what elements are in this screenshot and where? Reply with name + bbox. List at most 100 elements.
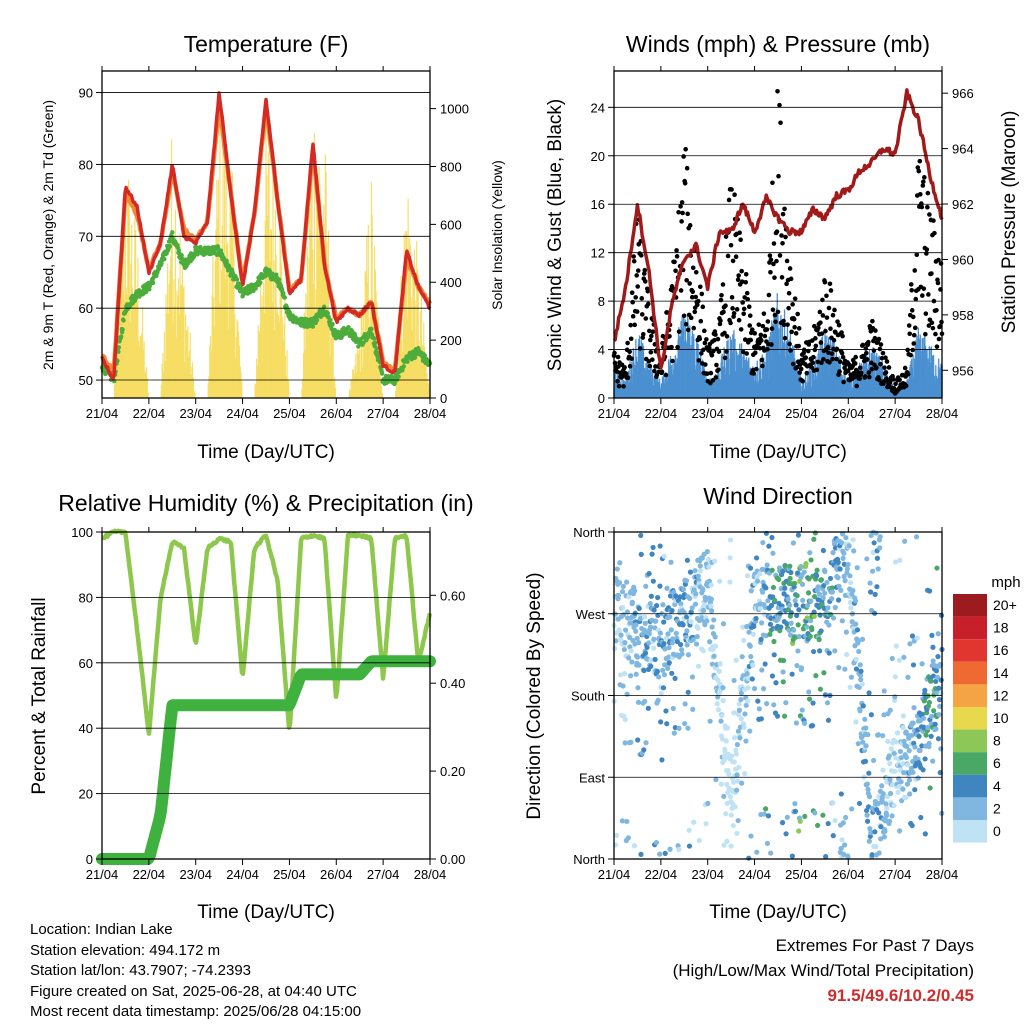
direction-xtick-label: 23/04 [691, 867, 724, 882]
gust-point [693, 269, 699, 275]
gust-point [713, 332, 718, 337]
direction-point [780, 669, 786, 675]
direction-point [826, 650, 832, 656]
direction-point [737, 735, 743, 741]
direction-point [874, 584, 880, 590]
direction-point [901, 738, 907, 744]
direction-point [844, 651, 850, 658]
direction-point [858, 677, 864, 683]
direction-point [794, 662, 800, 669]
direction-point [642, 650, 649, 656]
gust-point [789, 329, 794, 335]
gust-point [788, 276, 794, 282]
direction-point [892, 674, 898, 680]
direction-point [687, 595, 693, 601]
direction-point [866, 690, 872, 696]
direction-point [792, 597, 798, 604]
direction-point [870, 568, 876, 574]
humidity-xtick-label: 25/04 [273, 867, 306, 882]
dewpoint-point [267, 269, 272, 274]
direction-point [783, 700, 789, 706]
direction-point [825, 717, 832, 723]
dewpoint-point [372, 340, 378, 345]
direction-point [910, 720, 916, 726]
direction-point [674, 639, 680, 645]
gust-point [770, 180, 775, 186]
direction-point [892, 694, 898, 700]
total-precipitation-line [96, 655, 436, 865]
direction-point [721, 793, 727, 799]
direction-point [889, 655, 895, 662]
direction-point [635, 685, 641, 691]
gust-point [791, 316, 797, 322]
gust-point [912, 268, 918, 273]
direction-point [635, 699, 642, 705]
gust-point [698, 351, 704, 356]
gust-point [744, 290, 750, 296]
direction-point [616, 580, 623, 586]
gust-point [870, 318, 875, 324]
gust-point [877, 377, 882, 383]
humidity-ytick-label: 100 [71, 525, 93, 540]
direction-point [768, 615, 774, 621]
dewpoint-point [310, 324, 316, 329]
direction-point [713, 777, 719, 783]
gust-point [693, 294, 699, 300]
direction-point [634, 654, 641, 660]
winds-y2tick-label: 958 [952, 308, 974, 323]
gust-point [775, 88, 780, 94]
direction-point [799, 707, 805, 713]
gust-point [629, 356, 634, 362]
gust-point [723, 303, 728, 308]
winds-xtick-label: 26/04 [832, 406, 865, 421]
legend-label: 10 [993, 710, 1009, 726]
winds-xtick-label: 27/04 [879, 406, 912, 421]
direction-point [712, 558, 718, 564]
gust-point [716, 367, 721, 372]
temperature-xtick-label: 25/04 [273, 406, 306, 421]
direction-point [832, 648, 838, 654]
gust-point [649, 333, 654, 339]
direction-xlabel: Time (Day/UTC) [709, 902, 847, 923]
direction-point [809, 722, 816, 729]
gust-point [767, 253, 773, 258]
direction-point [927, 785, 933, 791]
direction-point [653, 839, 659, 846]
direction-point [758, 716, 764, 722]
direction-point [816, 636, 822, 643]
gust-point [690, 265, 696, 271]
gust-point [722, 330, 727, 336]
direction-point [626, 655, 632, 661]
direction-point [622, 639, 628, 646]
direction-point [720, 621, 727, 627]
direction-point [867, 589, 874, 595]
temperature-2m-line [100, 91, 432, 381]
gust-point [790, 302, 795, 307]
direction-point [661, 553, 667, 559]
gust-point [837, 369, 842, 374]
gust-point [914, 252, 920, 258]
gust-point [777, 253, 783, 258]
direction-point [827, 575, 834, 582]
direction-point [926, 740, 932, 746]
gust-point [918, 192, 923, 197]
direction-point [780, 568, 786, 574]
temperature-ytick-label: 50 [79, 373, 93, 388]
gust-point [872, 335, 878, 341]
gust-point [779, 275, 785, 280]
direction-point [934, 674, 941, 680]
direction-point [732, 804, 738, 810]
gust-point [784, 258, 790, 264]
direction-point [682, 701, 688, 707]
direction-point [783, 831, 789, 837]
direction-point [866, 794, 873, 800]
gust-point [647, 363, 653, 369]
gust-point [756, 322, 762, 327]
direction-point [804, 603, 811, 609]
direction-point [685, 725, 691, 731]
direction-point [864, 556, 870, 562]
temperature-ytick-label: 80 [79, 157, 93, 172]
gust-point [921, 179, 926, 185]
gust-point [621, 384, 626, 389]
winds-ylabel-left: Sonic Wind & Gust (Blue, Black) [545, 99, 566, 371]
